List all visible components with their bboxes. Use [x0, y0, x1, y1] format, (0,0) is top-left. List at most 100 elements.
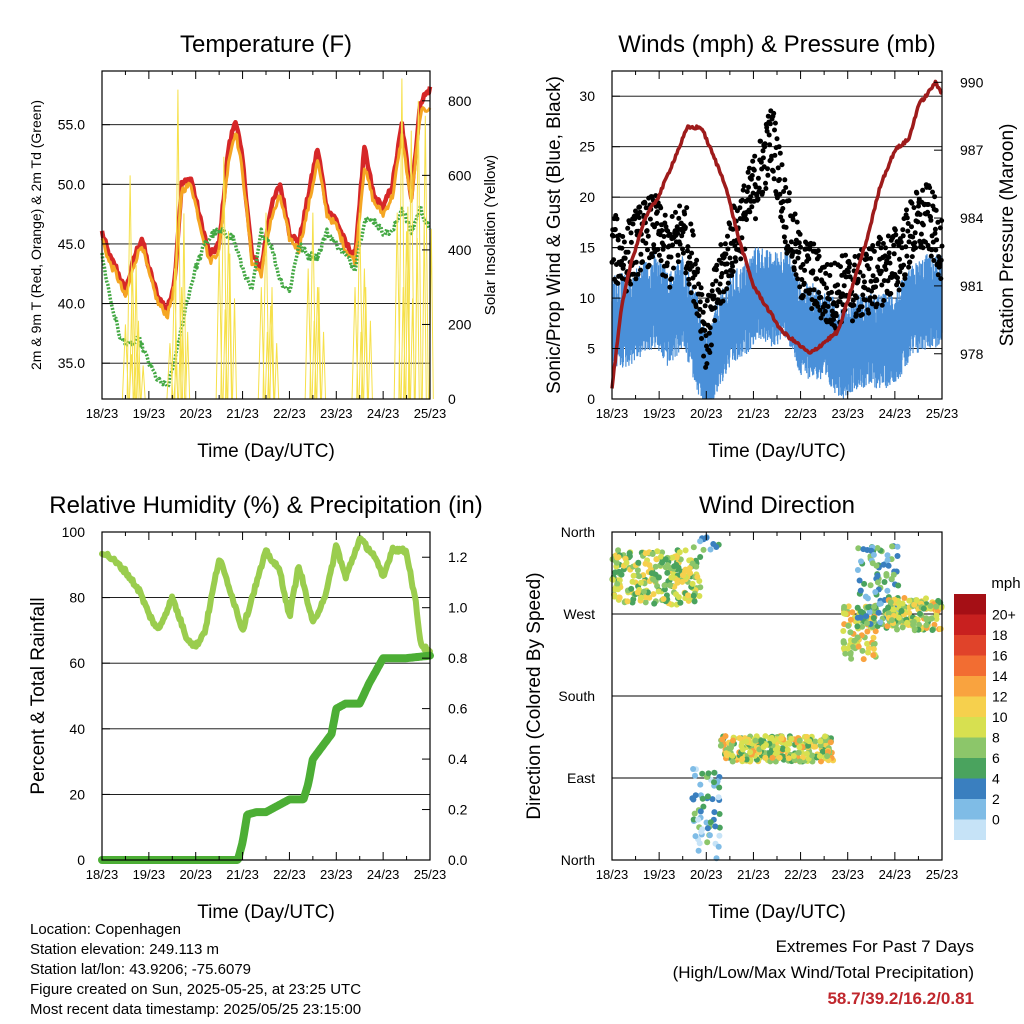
- gust-point: [917, 212, 923, 217]
- extremes-box: Extremes For Past 7 Days (High/Low/Max W…: [673, 934, 974, 1012]
- direction-point: [618, 571, 625, 578]
- direction-point: [854, 634, 861, 641]
- direction-point: [697, 781, 704, 788]
- direction-point: [872, 628, 879, 635]
- gust-point: [725, 246, 731, 252]
- gust-point: [702, 303, 708, 309]
- gust-point: [646, 262, 652, 268]
- colorbar-label: 10: [992, 709, 1008, 725]
- direction-point: [857, 608, 864, 615]
- colorbar-swatch: [954, 778, 986, 799]
- gust-point: [886, 254, 892, 260]
- gust-point: [936, 254, 942, 260]
- colorbar-label: 14: [992, 668, 1008, 684]
- gust-point: [746, 165, 752, 171]
- direction-point: [709, 796, 716, 803]
- direction-point: [888, 617, 895, 624]
- gust-point: [843, 274, 849, 280]
- direction-point: [872, 589, 879, 595]
- direction-point: [673, 554, 680, 561]
- x-tick-label: 24/23: [367, 406, 400, 421]
- gust-point: [916, 203, 921, 209]
- direction-point: [937, 625, 944, 632]
- direction-point: [697, 554, 704, 560]
- x-tick-label: 18/23: [86, 867, 119, 882]
- gust-point: [764, 125, 770, 130]
- colorbar-title: mph: [991, 575, 1020, 592]
- direction-point: [703, 819, 710, 826]
- direction-point: [816, 753, 823, 760]
- gust-point: [621, 262, 626, 268]
- gust-point: [772, 152, 778, 158]
- pressure-series: [610, 79, 943, 389]
- direction-point: [743, 738, 750, 745]
- gust-point: [915, 219, 921, 225]
- x-tick-label: 23/23: [831, 406, 864, 421]
- gust-point: [852, 254, 858, 259]
- direction-point: [634, 589, 641, 596]
- gust-point: [887, 260, 893, 266]
- gust-point: [667, 231, 673, 237]
- gust-point: [914, 190, 920, 196]
- gust-point: [614, 216, 620, 222]
- gust-point: [891, 242, 897, 248]
- gust-point: [746, 184, 751, 190]
- direction-point: [692, 792, 699, 799]
- gust-point: [925, 202, 931, 207]
- gust-point: [699, 336, 704, 341]
- direction-point: [842, 650, 849, 657]
- gust-point: [640, 259, 645, 265]
- direction-point: [850, 644, 856, 650]
- direction-point: [674, 577, 681, 584]
- direction-point: [716, 832, 723, 839]
- direction-point: [743, 756, 750, 763]
- colorbar-swatch: [954, 614, 986, 635]
- direction-point: [676, 549, 683, 556]
- gust-point: [723, 251, 729, 257]
- direction-point: [615, 547, 622, 554]
- gust-point: [869, 288, 874, 294]
- gust-point: [633, 208, 638, 214]
- direction-point: [669, 554, 676, 561]
- direction-point: [706, 832, 713, 839]
- direction-point: [634, 567, 641, 574]
- gust-point: [874, 278, 880, 283]
- gust-point: [753, 216, 758, 222]
- gust-point: [615, 237, 621, 243]
- gust-point: [788, 239, 794, 245]
- gust-point: [811, 287, 817, 293]
- direction-point: [780, 746, 786, 753]
- gust-point: [744, 189, 750, 195]
- direction-point: [650, 591, 657, 598]
- gust-point: [688, 221, 694, 227]
- gust-point: [797, 284, 803, 290]
- gust-point: [825, 304, 831, 309]
- y-tick-label-right: 1.2: [448, 549, 468, 565]
- gust-point: [638, 251, 644, 257]
- gust-point: [662, 212, 668, 218]
- gust-point: [869, 301, 875, 307]
- location-text: Location: Copenhagen: [30, 921, 181, 938]
- gust-point: [777, 150, 783, 156]
- gust-point: [725, 280, 731, 286]
- y-axis-label-right: Station Pressure (Maroon): [997, 124, 1018, 347]
- gust-point: [689, 250, 695, 256]
- gust-point: [663, 273, 669, 279]
- direction-point: [927, 603, 934, 609]
- direction-point: [784, 746, 791, 753]
- direction-point: [871, 603, 877, 610]
- direction-point: [818, 758, 824, 765]
- direction-point: [864, 628, 871, 635]
- gust-point: [675, 259, 681, 265]
- direction-point: [866, 609, 873, 615]
- y-tick-label: 40: [69, 721, 85, 737]
- gust-point: [871, 248, 877, 254]
- direction-point: [861, 580, 868, 587]
- direction-point: [661, 582, 668, 589]
- x-tick-label: 19/23: [133, 867, 166, 882]
- direction-point: [859, 623, 866, 630]
- gust-point: [680, 246, 685, 252]
- gust-point: [912, 230, 918, 236]
- direction-point: [728, 744, 734, 751]
- chart-title: Temperature (F): [180, 31, 352, 58]
